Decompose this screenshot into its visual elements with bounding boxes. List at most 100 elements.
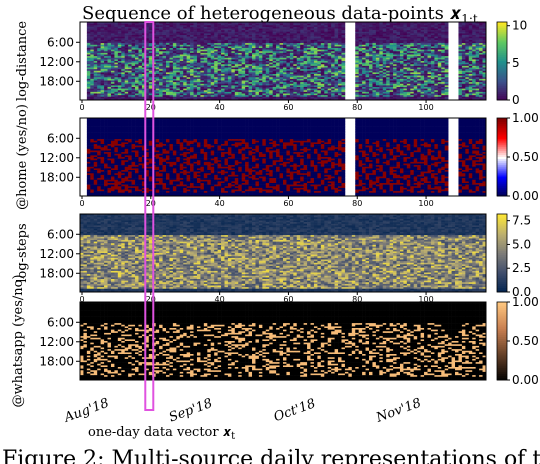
heatmap-cell [176, 23, 181, 26]
heatmap-cell [265, 91, 270, 94]
heatmap-cell [272, 70, 277, 73]
heatmap-cell [104, 90, 108, 93]
heatmap-cell [148, 30, 153, 33]
heatmap-cell [114, 87, 119, 89]
heatmap-cell [382, 87, 387, 89]
heatmap-cell [159, 90, 163, 93]
heatmap-cell [100, 39, 105, 42]
heatmap-cell [269, 69, 273, 72]
heatmap-cell [317, 43, 322, 46]
heatmap-cell [286, 38, 291, 41]
heatmap-cell [200, 62, 205, 65]
heatmap-cell [224, 72, 229, 75]
heatmap-cell [286, 96, 291, 99]
heatmap-cell [372, 26, 377, 29]
heatmap-cell [141, 75, 146, 78]
heatmap-cell [310, 33, 315, 36]
heatmap-cell [162, 74, 167, 76]
heatmap-cell [307, 85, 311, 88]
heatmap-cell [138, 28, 143, 31]
heatmap-cell [386, 62, 390, 65]
heatmap-cell [252, 30, 256, 33]
heatmap-cell [159, 95, 163, 98]
heatmap-cell [375, 52, 380, 55]
heatmap-cell [117, 35, 122, 37]
heatmap-cell [365, 98, 370, 101]
heatmap-cell [234, 43, 239, 46]
heatmap-cell [365, 83, 370, 86]
heatmap-cell [399, 90, 404, 93]
heatmap-cell [424, 70, 428, 73]
heatmap-cell [135, 88, 139, 91]
heatmap-cell [97, 39, 101, 42]
heatmap-cell [313, 43, 318, 46]
heatmap-cell [172, 65, 177, 68]
heatmap-cell [341, 74, 346, 76]
heatmap-cell [317, 41, 322, 44]
heatmap-cell [262, 46, 267, 49]
heatmap-cell [276, 35, 280, 37]
heatmap-cell [320, 88, 325, 91]
heatmap-cell [300, 26, 304, 29]
heatmap-cell [362, 30, 366, 33]
heatmap-cell [289, 74, 294, 76]
heatmap-cell [269, 88, 273, 91]
heatmap-cell [114, 80, 119, 83]
heatmap-cell [234, 59, 239, 62]
heatmap-cell [238, 30, 243, 33]
heatmap-cell [124, 22, 129, 24]
heatmap-cell [138, 56, 143, 59]
heatmap-cell [255, 52, 260, 55]
heatmap-cell [227, 77, 232, 80]
heatmap-cell [131, 41, 136, 44]
heatmap-cell [121, 59, 126, 62]
heatmap-cell [393, 87, 397, 89]
heatmap-cell [283, 36, 287, 39]
heatmap-cell [386, 72, 390, 75]
heatmap-cell [90, 85, 95, 88]
heatmap-cell [93, 70, 98, 73]
heatmap-cell [338, 98, 342, 101]
heatmap-cell [420, 98, 425, 101]
heatmap-cell [269, 43, 273, 46]
heatmap-cell [324, 74, 329, 76]
heatmap-cell [317, 74, 322, 76]
heatmap-cell [210, 51, 215, 54]
heatmap-cell [148, 26, 153, 29]
heatmap-cell [399, 28, 404, 31]
heatmap-cell [303, 39, 308, 42]
heatmap-cell [186, 91, 191, 94]
heatmap-cell [179, 80, 184, 83]
heatmap-cell [276, 22, 280, 24]
heatmap-cell [338, 57, 342, 60]
heatmap-cell [355, 43, 359, 46]
heatmap-cell [258, 95, 263, 98]
heatmap-cell [166, 41, 170, 44]
heatmap-cell [327, 33, 332, 36]
heatmap-cell [269, 83, 273, 86]
heatmap-cell [430, 41, 435, 44]
heatmap-cell [389, 83, 394, 86]
heatmap-cell [217, 98, 222, 101]
heatmap-cell [166, 61, 170, 63]
heatmap-cell [413, 78, 418, 81]
heatmap-cell [217, 93, 222, 96]
heatmap-cell [396, 43, 401, 46]
heatmap-cell [227, 78, 232, 81]
heatmap-cell [420, 46, 425, 49]
heatmap-cell [179, 65, 184, 68]
heatmap-cell [210, 49, 215, 52]
heatmap-cell [427, 88, 432, 91]
heatmap-cell [289, 35, 294, 37]
heatmap-cell [417, 57, 421, 60]
heatmap-cell [245, 33, 249, 36]
heatmap-cell [183, 52, 187, 55]
heatmap-cell [255, 64, 260, 67]
heatmap-cell [276, 98, 280, 101]
heatmap-cell [399, 96, 404, 99]
heatmap-cell [183, 80, 187, 83]
heatmap-cell [221, 57, 225, 60]
heatmap-cell [276, 36, 280, 39]
heatmap-cell [334, 31, 339, 34]
heatmap-cell [358, 30, 363, 33]
